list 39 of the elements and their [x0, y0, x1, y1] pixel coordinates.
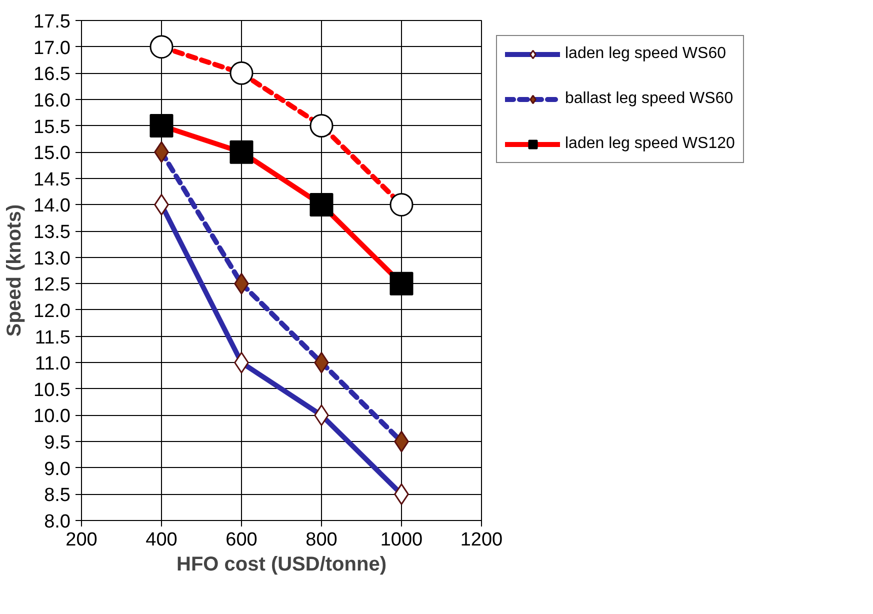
- legend-label: laden leg speed WS120: [565, 135, 735, 153]
- point: [230, 61, 254, 85]
- point: [150, 35, 174, 59]
- x-tick-label: 1000: [380, 530, 423, 550]
- y-tick-label: 13.5: [34, 222, 71, 244]
- x-tick-label: 1200: [460, 530, 503, 550]
- y-tick-label: 11.5: [34, 327, 71, 348]
- y-tick-label: 16.0: [34, 90, 71, 112]
- y-tick-label: 9.0: [44, 458, 71, 480]
- y-tick-label: 10.5: [34, 380, 71, 401]
- y-tick-label: 12.0: [34, 300, 71, 322]
- y-tick-label: 10.0: [34, 406, 71, 428]
- y-tick-label: 14.5: [34, 169, 71, 190]
- y-tick-label: 11.0: [34, 354, 71, 375]
- y-tick-label: 15.0: [34, 143, 71, 164]
- y-tick-label: 13.0: [34, 248, 71, 270]
- x-tick-label: 800: [306, 530, 338, 550]
- point: [150, 114, 174, 138]
- y-tick-label: 16.5: [34, 64, 71, 86]
- y-tick-label: 14.0: [34, 196, 71, 217]
- y-tick-label: 8.0: [44, 512, 71, 532]
- x-tick-label: 200: [66, 530, 98, 550]
- x-tick-label: 600: [226, 530, 258, 550]
- point: [230, 140, 254, 164]
- y-tick-label: 15.5: [34, 116, 71, 138]
- x-tick-label: 400: [146, 530, 178, 550]
- y-tick-label: 17.5: [34, 12, 71, 32]
- point: [310, 192, 334, 216]
- x-axis-title: HFO cost (USD/tonne): [176, 554, 387, 576]
- y-tick-label: 8.5: [44, 485, 71, 506]
- point: [390, 272, 414, 296]
- legend-label: ballast leg speed WS60: [565, 90, 734, 108]
- legend-label: laden leg speed WS60: [565, 45, 726, 63]
- y-axis-title: Speed (knots): [4, 204, 26, 337]
- point: [310, 114, 334, 138]
- y-tick-label: 17.0: [34, 38, 71, 59]
- point: [390, 192, 414, 216]
- y-tick-label: 9.5: [44, 432, 71, 454]
- y-tick-label: 12.5: [34, 274, 71, 296]
